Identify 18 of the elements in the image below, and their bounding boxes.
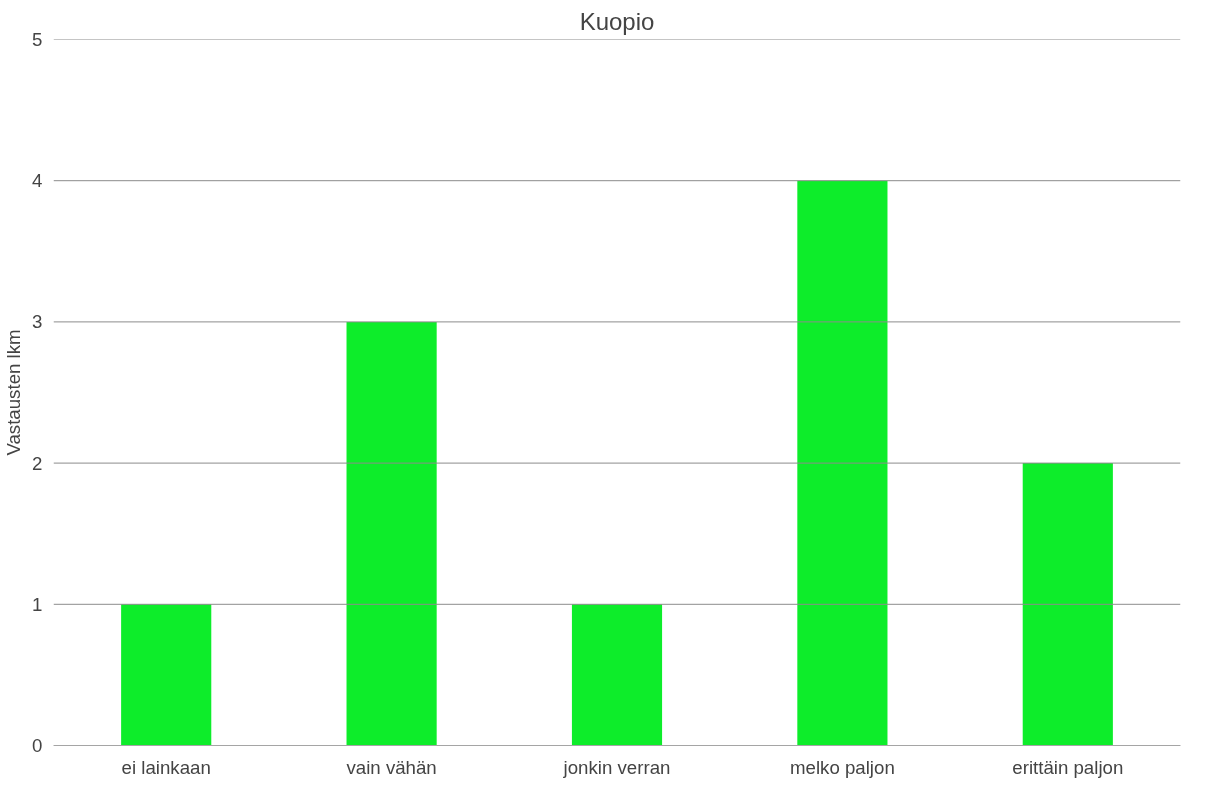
y-tick-label: 1 <box>32 593 43 615</box>
x-tick-label: vain vähän <box>346 756 437 778</box>
y-tick-label: 3 <box>32 311 43 333</box>
bar <box>571 604 663 746</box>
x-tick-label: ei lainkaan <box>121 756 211 778</box>
y-tick-label: 4 <box>32 170 43 192</box>
y-tick-label: 5 <box>32 29 43 50</box>
chart-title: Kuopio <box>579 7 655 35</box>
y-tick-label: 0 <box>32 735 43 756</box>
y-axis-title: Vastausten lkm <box>3 329 25 456</box>
bar <box>797 180 888 746</box>
x-tick-label: melko paljon <box>790 756 895 778</box>
x-tick-label: erittäin paljon <box>1012 756 1124 778</box>
bar <box>1022 463 1113 746</box>
bar <box>346 321 437 746</box>
x-tick-label: jonkin verran <box>562 756 671 778</box>
bar <box>121 604 212 746</box>
y-tick-label: 2 <box>32 452 43 474</box>
